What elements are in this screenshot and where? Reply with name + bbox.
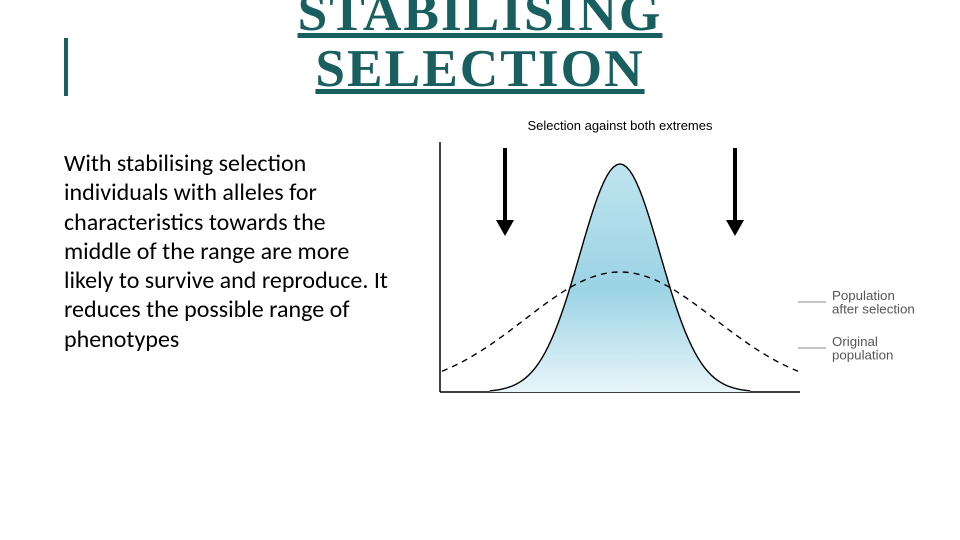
arrow-head <box>496 220 514 236</box>
body-text-block: With stabilising selection individuals w… <box>64 149 389 354</box>
arrow-head <box>726 220 744 236</box>
legend-text: population <box>832 347 893 362</box>
top-caption: Selection against both extremes <box>528 118 713 133</box>
legend-text: after selection <box>832 301 915 316</box>
legend: Populationafter selectionOriginalpopulat… <box>798 288 915 362</box>
accent-bar <box>64 38 68 96</box>
selection-chart: Selection against both extremes Populati… <box>400 112 940 432</box>
after-selection-fill <box>490 164 750 392</box>
chart-svg: Selection against both extremes Populati… <box>400 112 940 432</box>
page-title: STABILISINGSELECTION <box>298 0 663 96</box>
body-paragraph: With stabilising selection individuals w… <box>64 149 389 354</box>
